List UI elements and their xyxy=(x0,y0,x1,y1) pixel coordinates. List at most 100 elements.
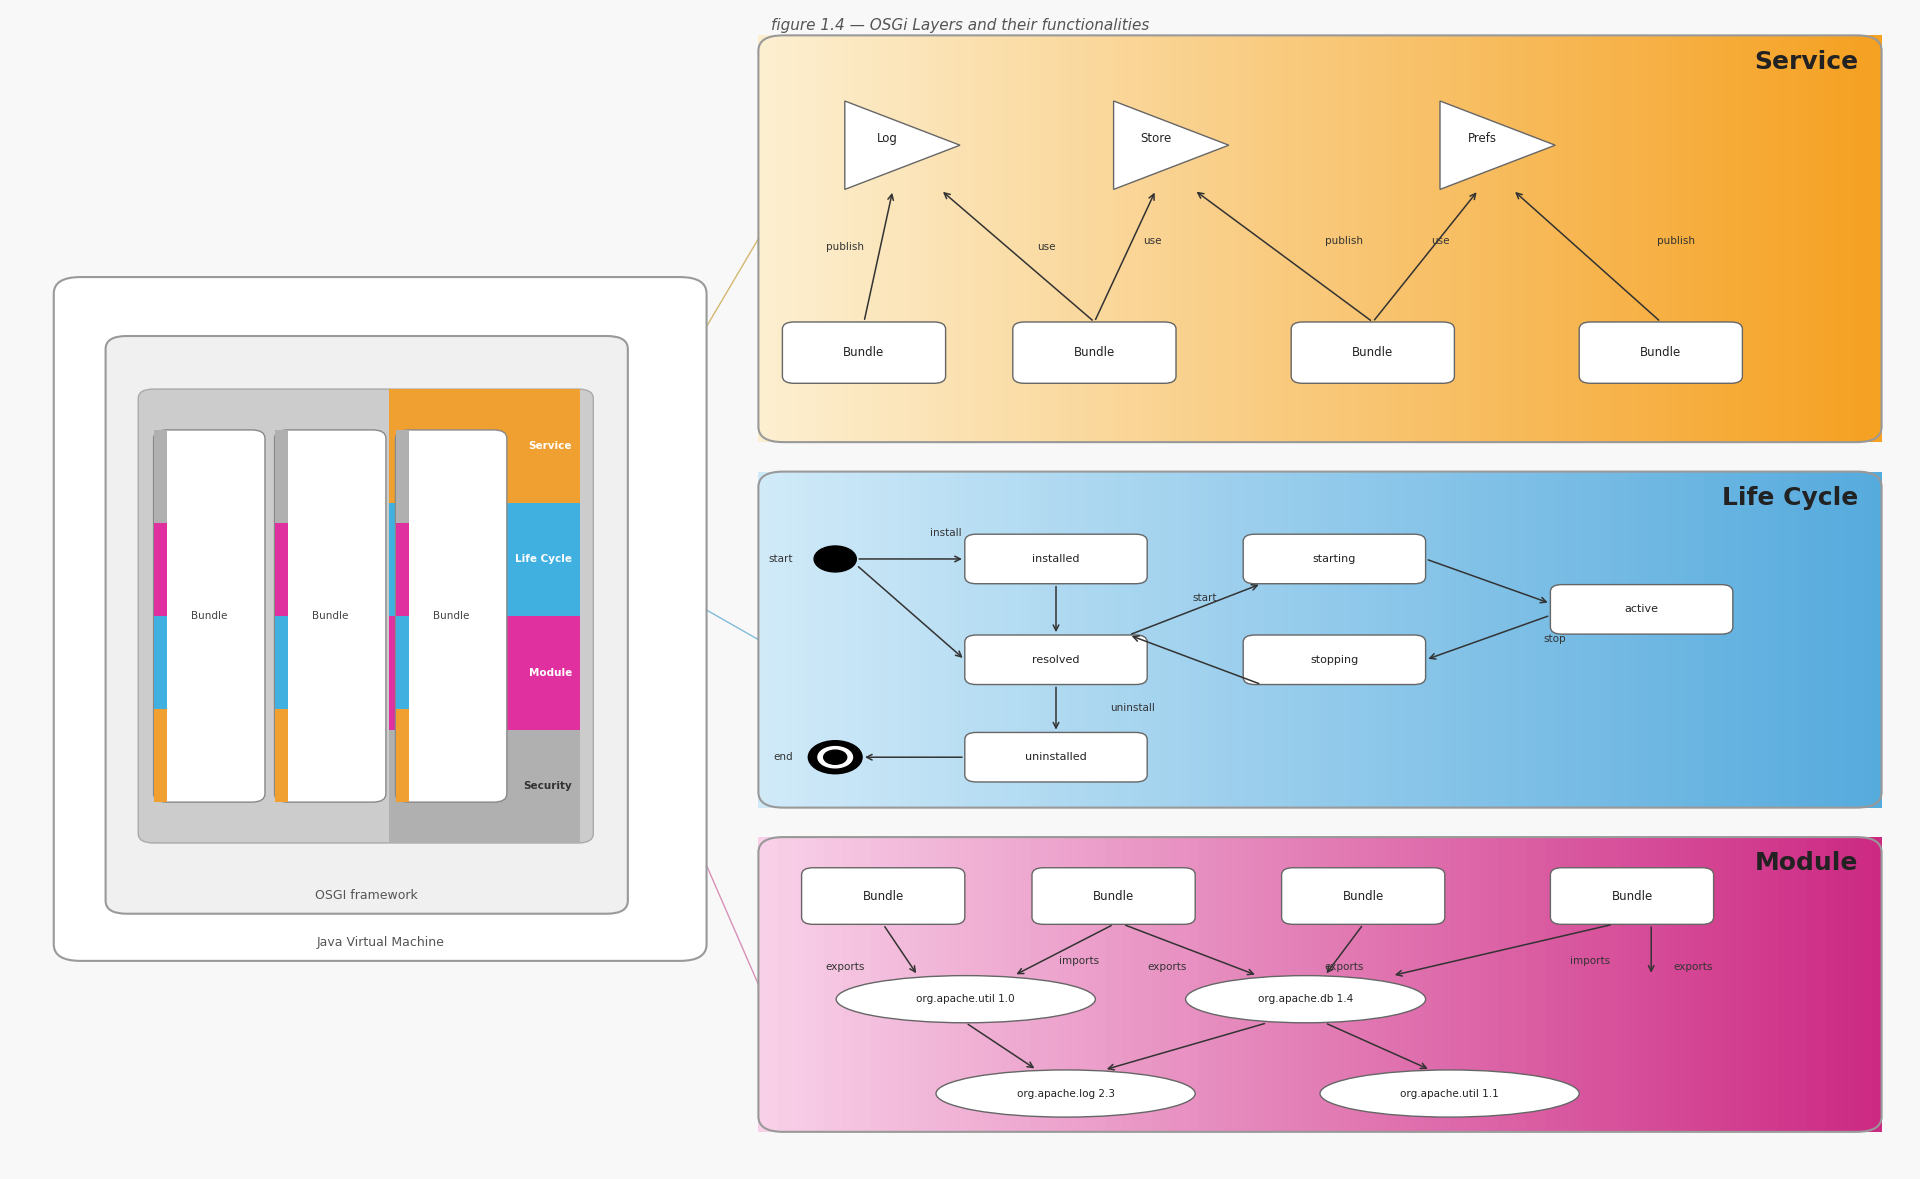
Bar xyxy=(889,837,899,1132)
Bar xyxy=(1188,837,1198,1132)
Bar xyxy=(1012,472,1021,808)
Bar xyxy=(1498,35,1507,442)
Bar xyxy=(1517,35,1526,442)
Bar xyxy=(1217,837,1227,1132)
Bar xyxy=(843,35,852,442)
FancyBboxPatch shape xyxy=(275,430,386,802)
Bar xyxy=(1686,837,1693,1132)
Bar xyxy=(1872,472,1882,808)
Bar xyxy=(275,523,288,615)
Bar xyxy=(1676,35,1686,442)
Text: Bundle: Bundle xyxy=(1352,347,1394,360)
Bar xyxy=(1357,472,1367,808)
FancyBboxPatch shape xyxy=(783,322,947,383)
Bar xyxy=(1526,837,1536,1132)
Bar xyxy=(804,837,814,1132)
Bar xyxy=(388,502,580,617)
Bar xyxy=(1123,837,1133,1132)
Bar xyxy=(1077,837,1087,1132)
Bar xyxy=(1582,35,1592,442)
Bar xyxy=(154,709,167,802)
Bar xyxy=(396,615,409,709)
Bar xyxy=(1188,472,1198,808)
Bar xyxy=(973,472,983,808)
Bar xyxy=(1162,837,1169,1132)
Bar xyxy=(1601,472,1611,808)
Bar xyxy=(778,35,787,442)
Text: org.apache.util 1.1: org.apache.util 1.1 xyxy=(1400,1088,1500,1099)
Text: imports: imports xyxy=(1060,956,1098,966)
Bar xyxy=(1722,35,1732,442)
Bar xyxy=(1761,837,1770,1132)
Bar xyxy=(1311,35,1321,442)
FancyBboxPatch shape xyxy=(106,336,628,914)
Bar xyxy=(1311,472,1321,808)
Bar xyxy=(1544,837,1553,1132)
Bar xyxy=(1592,35,1601,442)
Bar xyxy=(1536,472,1544,808)
Bar xyxy=(1152,35,1162,442)
Bar xyxy=(1713,837,1722,1132)
Text: OSGI framework: OSGI framework xyxy=(315,889,419,902)
Bar xyxy=(1592,837,1601,1132)
Bar xyxy=(862,472,872,808)
FancyBboxPatch shape xyxy=(1283,868,1444,924)
Bar xyxy=(388,730,580,843)
Bar xyxy=(1321,35,1329,442)
Bar xyxy=(1208,35,1217,442)
Bar xyxy=(1012,35,1021,442)
Bar xyxy=(1732,837,1741,1132)
Bar xyxy=(1002,472,1012,808)
FancyBboxPatch shape xyxy=(54,277,707,961)
Bar xyxy=(768,837,778,1132)
Bar xyxy=(1058,472,1068,808)
Bar xyxy=(1236,472,1244,808)
Bar xyxy=(1797,837,1807,1132)
Bar xyxy=(1741,837,1751,1132)
Bar xyxy=(1152,472,1162,808)
Bar xyxy=(1751,35,1761,442)
FancyBboxPatch shape xyxy=(1551,868,1715,924)
Bar xyxy=(1471,837,1478,1132)
Bar xyxy=(1797,35,1807,442)
Bar xyxy=(1695,837,1703,1132)
Bar xyxy=(396,430,409,523)
Bar xyxy=(1142,837,1152,1132)
Bar xyxy=(843,472,852,808)
Bar xyxy=(787,35,797,442)
Bar xyxy=(787,837,797,1132)
Bar xyxy=(1104,472,1114,808)
Bar xyxy=(1002,837,1012,1132)
Bar xyxy=(275,709,288,802)
Bar xyxy=(1311,837,1321,1132)
Bar xyxy=(1452,837,1461,1132)
Bar xyxy=(993,472,1002,808)
Bar xyxy=(1152,837,1162,1132)
Bar xyxy=(1133,35,1142,442)
Bar xyxy=(1263,35,1273,442)
Bar xyxy=(1807,35,1816,442)
Bar xyxy=(1526,35,1536,442)
Bar xyxy=(1367,837,1377,1132)
Bar xyxy=(1517,472,1526,808)
Bar xyxy=(937,35,945,442)
Text: stop: stop xyxy=(1544,634,1567,644)
Bar xyxy=(1722,837,1732,1132)
Bar xyxy=(927,837,937,1132)
Bar xyxy=(787,472,797,808)
Bar xyxy=(1142,35,1152,442)
Bar xyxy=(1413,837,1423,1132)
Bar xyxy=(1179,35,1188,442)
Bar xyxy=(1461,837,1471,1132)
Bar xyxy=(908,35,918,442)
Bar xyxy=(1553,837,1563,1132)
Bar xyxy=(1807,837,1816,1132)
Bar xyxy=(154,615,167,709)
Text: Service: Service xyxy=(1755,50,1859,73)
FancyBboxPatch shape xyxy=(966,534,1148,584)
Bar xyxy=(1058,35,1068,442)
FancyBboxPatch shape xyxy=(1292,322,1455,383)
Bar xyxy=(1039,472,1048,808)
Bar xyxy=(862,35,872,442)
Bar xyxy=(1039,837,1048,1132)
